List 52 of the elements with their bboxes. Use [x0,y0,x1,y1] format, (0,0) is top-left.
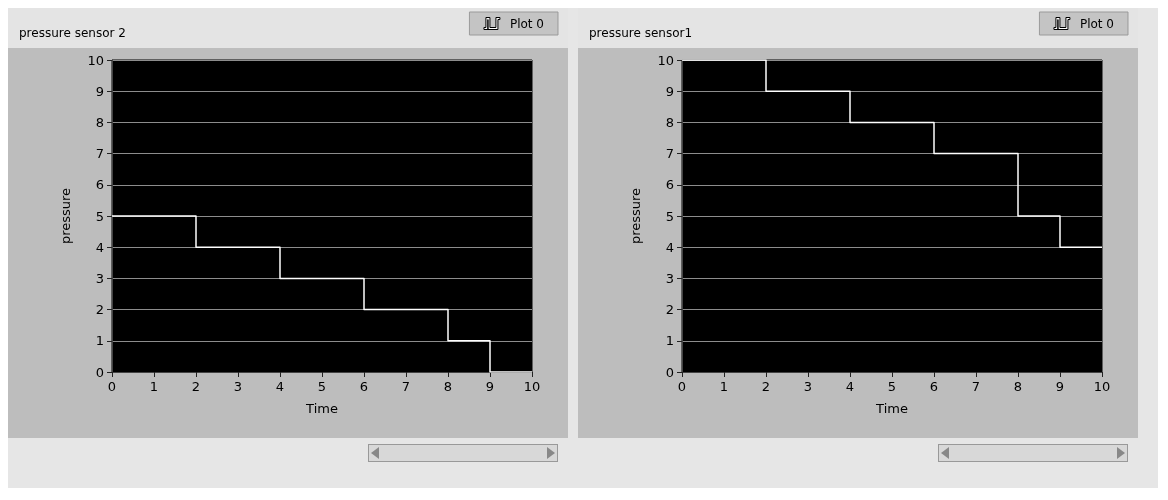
x-tick-label: 8 [1013,379,1023,394]
y-axis-title: pressure [628,187,643,245]
x-tick-label: 1 [719,379,729,394]
x-tick-label: 5 [317,379,327,394]
x-tick-label: 8 [443,379,453,394]
x-tick-label: 0 [677,379,687,394]
y-tick-label: 0 [95,364,104,380]
y-tick-label: 6 [665,177,674,193]
y-tick-label: 9 [95,83,104,99]
x-tick-label: 6 [929,379,939,394]
x-tick-label: 5 [887,379,897,394]
y-tick-label: 3 [665,270,674,286]
y-tick-label: 0 [665,364,674,380]
x-tick-label: 0 [107,379,117,394]
y-tick-label: 2 [95,302,104,318]
x-tick-label: 10 [523,379,541,394]
x-tick-label: 10 [1093,379,1111,394]
legend-label: Plot 0 [509,16,545,31]
legend-label: Plot 0 [1079,16,1115,31]
y-tick-label: 5 [665,208,674,224]
y-tick-label: 1 [95,333,104,349]
chart-title: pressure sensor1 [589,26,693,40]
y-tick-label: 2 [665,302,674,318]
y-tick-label: 6 [95,177,104,193]
y-tick-label: 10 [87,52,104,68]
y-tick-label: 8 [665,114,674,130]
x-tick-label: 2 [761,379,771,394]
y-tick-label: 10 [657,52,674,68]
y-tick-label: 7 [95,146,104,162]
y-tick-label: 7 [665,146,674,162]
y-tick-label: 4 [95,239,104,255]
chart-title: pressure sensor 2 [19,26,126,40]
y-tick-label: 5 [95,208,104,224]
x-tick-label: 7 [971,379,981,394]
x-tick-label: 7 [401,379,411,394]
x-tick-label: 3 [233,379,243,394]
x-tick-label: 9 [1055,379,1065,394]
y-tick-label: 1 [665,333,674,349]
x-tick-label: 3 [803,379,813,394]
x-tick-label: 1 [149,379,159,394]
x-tick-label: 4 [845,379,855,394]
y-tick-label: 4 [665,239,674,255]
x-tick-label: 2 [191,379,201,394]
y-tick-label: 8 [95,114,104,130]
x-axis-title: Time [305,401,338,416]
x-tick-label: 9 [485,379,495,394]
y-tick-label: 3 [95,270,104,286]
x-axis-title: Time [875,401,908,416]
y-tick-label: 9 [665,83,674,99]
y-axis-title: pressure [58,187,73,245]
x-tick-label: 4 [275,379,285,394]
x-tick-label: 6 [359,379,369,394]
